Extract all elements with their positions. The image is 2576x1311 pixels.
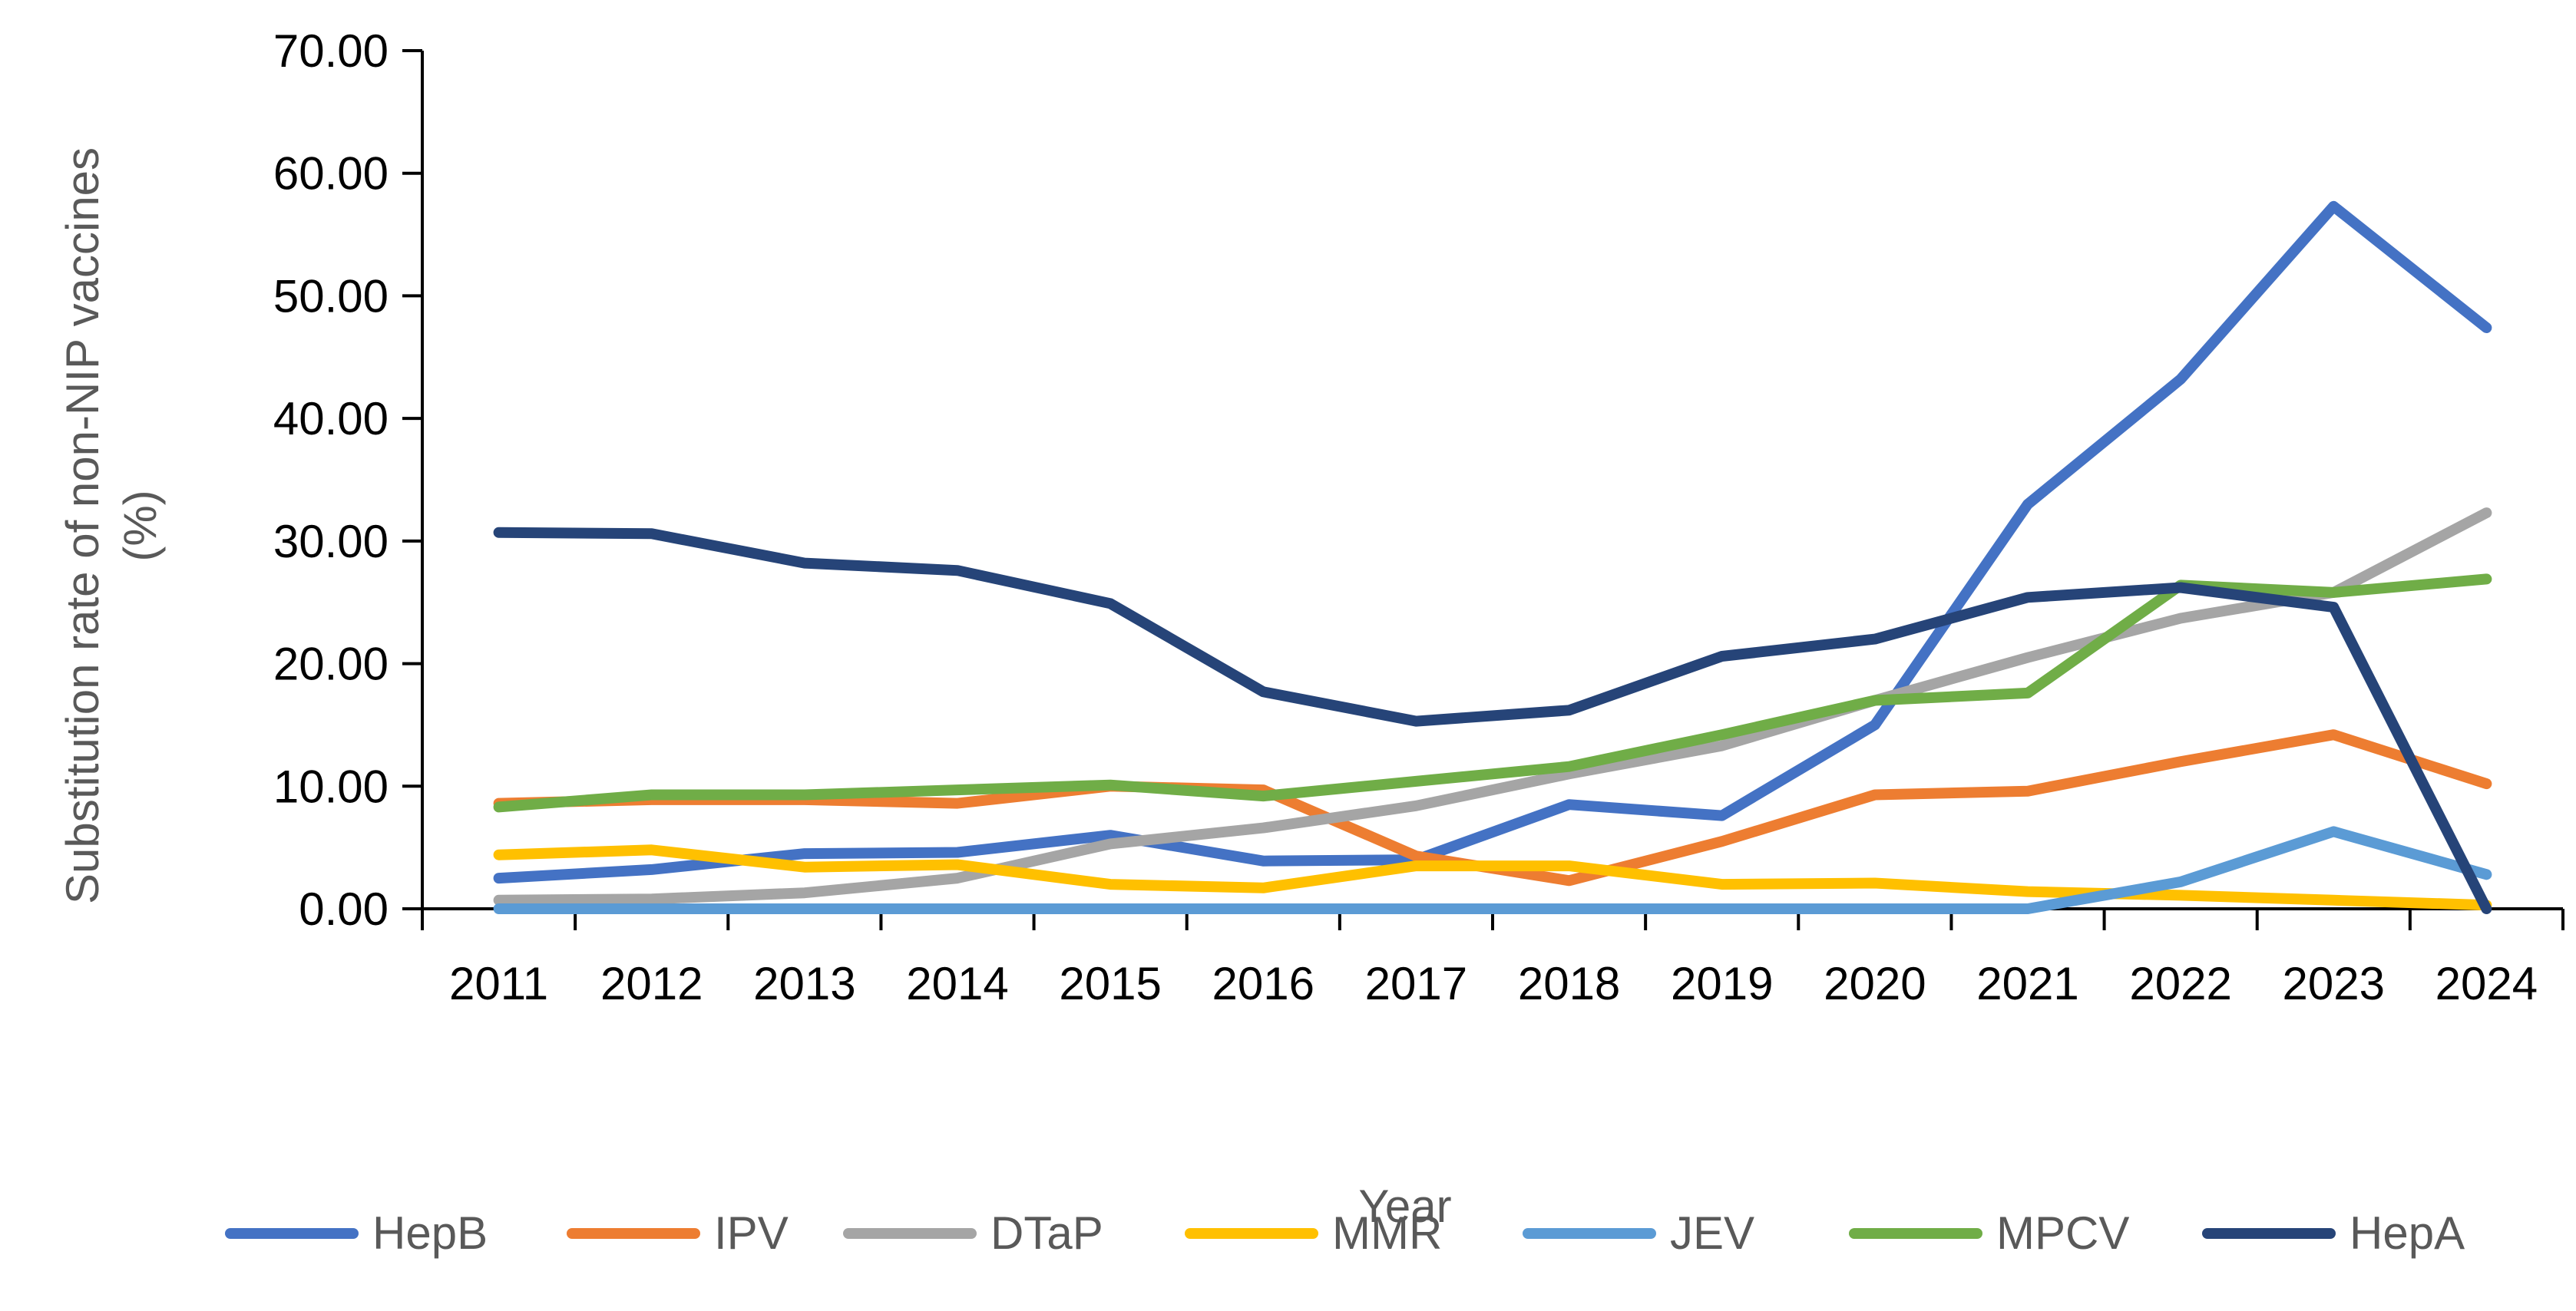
series-line-jev — [493, 826, 2492, 914]
y-axis: 0.00 10.00 20.00 30.00 40.00 50.00 60.00 70.00 — [273, 25, 424, 935]
x-tick-label: 2012 — [600, 958, 703, 1009]
y-tick-label: 60.00 — [273, 148, 389, 200]
y-axis-title-line: Substitution rate of non-NIP vaccines — [57, 147, 108, 904]
y-tick-label: 20.00 — [273, 639, 389, 690]
svg-text:Substitution rate of non-NIP v: Substitution rate of non-NIP vaccines (%) — [57, 147, 166, 904]
x-tick-label: 2013 — [753, 958, 855, 1009]
legend-label: IPV — [714, 1207, 789, 1259]
y-tick-label: 50.00 — [273, 270, 389, 322]
legend-label: MPCV — [1996, 1207, 2129, 1259]
y-tick-label: 0.00 — [299, 883, 389, 935]
legend-label: DTaP — [990, 1207, 1103, 1259]
y-axis-title-line: (%) — [114, 490, 166, 561]
legend-label: JEV — [1670, 1207, 1754, 1259]
series-layer — [493, 200, 2492, 914]
legend-item-dtap: DTaP — [843, 1207, 1103, 1259]
x-tick-label: 2017 — [1365, 958, 1467, 1009]
legend-item-ipv: IPV — [567, 1207, 789, 1259]
legend-item-hepb: HepB — [225, 1207, 488, 1259]
legend-item-mpcv: MPCV — [1849, 1207, 2129, 1259]
x-tick-label: 2015 — [1059, 958, 1161, 1009]
legend-label: MMR — [1332, 1207, 1442, 1259]
x-tick-label: 2021 — [1976, 958, 2078, 1009]
x-tick-label: 2011 — [449, 958, 548, 1009]
x-tick-label: 2016 — [1212, 958, 1314, 1009]
x-tick-label: 2023 — [2283, 958, 2385, 1009]
y-tick-label: 30.00 — [273, 516, 389, 567]
y-tick-label: 40.00 — [273, 393, 389, 444]
legend: HepB IPV DTaP MMR JEV MPCV HepA — [225, 1207, 2465, 1259]
legend-label: HepA — [2349, 1207, 2465, 1259]
x-axis-title: Year — [1358, 1181, 1451, 1232]
x-tick-label: 2019 — [1671, 958, 1773, 1009]
y-tick-label: 10.00 — [273, 761, 389, 812]
x-axis: 2011 2012 2013 2014 2015 2016 2017 2018 2019 2020… — [421, 907, 2564, 1009]
series-line-mpcv — [493, 573, 2492, 813]
legend-label: HepB — [372, 1207, 488, 1259]
x-tick-label: 2022 — [2129, 958, 2231, 1009]
series-line-dtap — [493, 507, 2492, 906]
series-line-hepa — [493, 527, 2492, 914]
legend-item-hepa: HepA — [2202, 1207, 2465, 1259]
x-tick-label: 2024 — [2435, 958, 2538, 1009]
x-tick-label: 2020 — [1824, 958, 1926, 1009]
legend-item-jev: JEV — [1523, 1207, 1754, 1259]
series-line-hepb — [493, 200, 2492, 884]
y-tick-label: 70.00 — [273, 25, 389, 77]
x-tick-label: 2014 — [906, 958, 1008, 1009]
series-line-mmr — [493, 844, 2492, 911]
x-tick-label: 2018 — [1518, 958, 1620, 1009]
y-axis-title: Substitution rate of non-NIP vaccines (%) — [57, 147, 166, 904]
legend-item-mmr: MMR — [1185, 1207, 1442, 1259]
